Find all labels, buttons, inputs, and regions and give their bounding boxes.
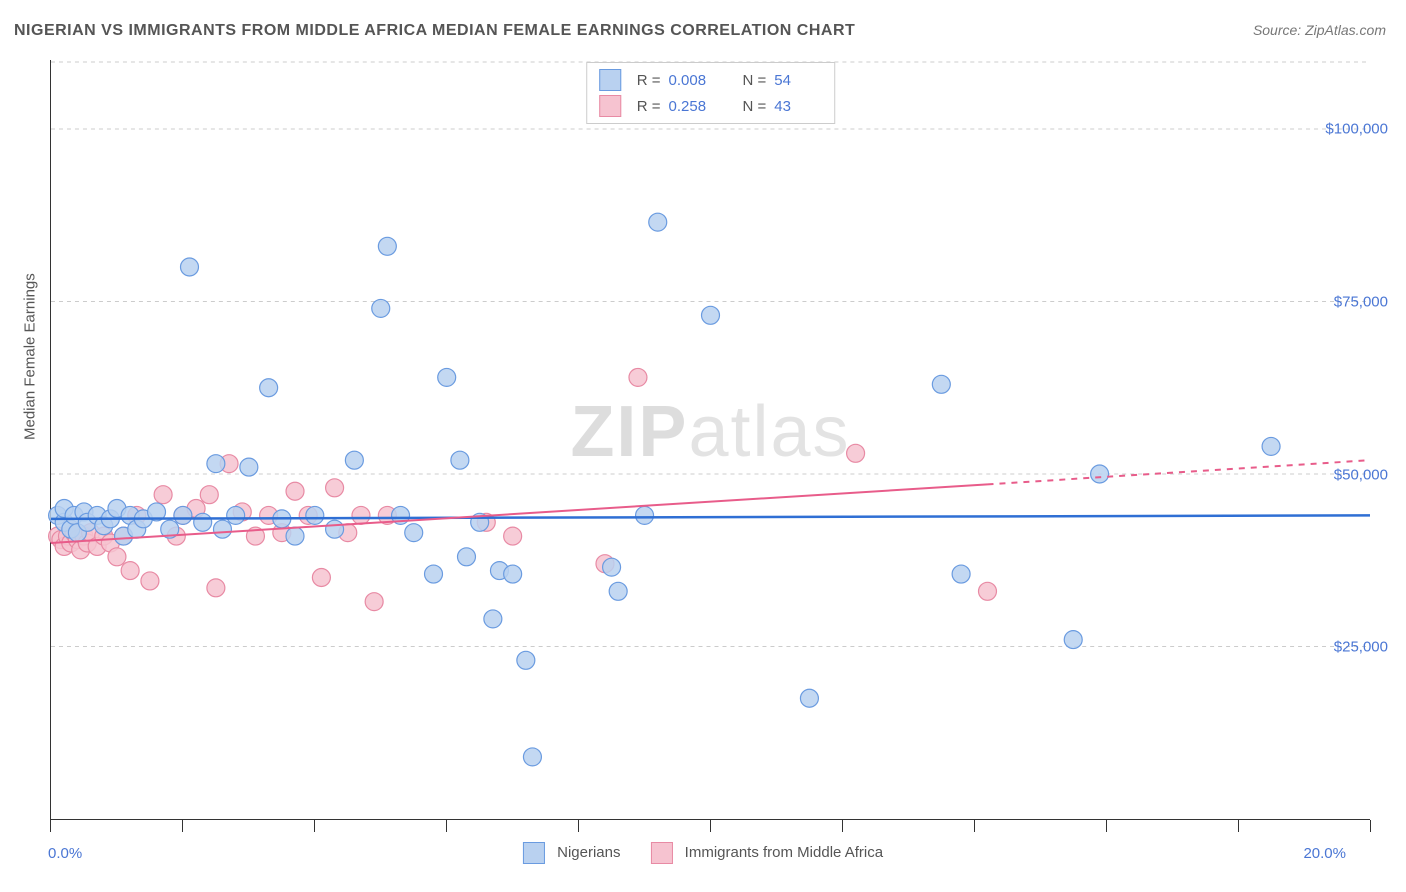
- x-tick: [1238, 820, 1239, 832]
- swatch-b: [599, 95, 621, 117]
- r-value-a: 0.008: [669, 72, 717, 89]
- legend-item: Nigerians: [523, 842, 621, 864]
- legend-label-a: Nigerians: [557, 844, 620, 861]
- r-value-b: 0.258: [669, 98, 717, 115]
- gridlines: [51, 62, 1370, 647]
- swatch-a: [599, 69, 621, 91]
- x-tick: [1370, 820, 1371, 832]
- x-tick: [974, 820, 975, 832]
- chart-svg: [51, 60, 1370, 819]
- x-tick: [710, 820, 711, 832]
- stats-legend: R = 0.008 N = 54 R = 0.258 N = 43: [586, 62, 836, 124]
- x-tick: [446, 820, 447, 832]
- x-tick: [182, 820, 183, 832]
- x-tick: [842, 820, 843, 832]
- legend-item: Immigrants from Middle Africa: [650, 842, 883, 864]
- y-tick-label: $50,000: [1334, 466, 1388, 483]
- r-label: R =: [637, 98, 661, 115]
- swatch-b: [650, 842, 672, 864]
- swatch-a: [523, 842, 545, 864]
- n-value-a: 54: [774, 72, 822, 89]
- x-axis-max-label: 20.0%: [1303, 845, 1346, 862]
- x-tick: [578, 820, 579, 832]
- source-label: Source: ZipAtlas.com: [1253, 22, 1386, 38]
- legend-label-b: Immigrants from Middle Africa: [685, 844, 883, 861]
- x-tick: [314, 820, 315, 832]
- plot-area: ZIPatlas R = 0.008 N = 54 R = 0.258 N = …: [50, 60, 1370, 820]
- series-legend: Nigerians Immigrants from Middle Africa: [523, 842, 883, 864]
- x-tick: [1106, 820, 1107, 832]
- y-tick-label: $25,000: [1334, 639, 1388, 656]
- chart-title: NIGERIAN VS IMMIGRANTS FROM MIDDLE AFRIC…: [14, 22, 855, 40]
- n-label: N =: [743, 72, 767, 89]
- stats-legend-row: R = 0.258 N = 43: [599, 93, 823, 119]
- series-b-points: [49, 368, 997, 610]
- stats-legend-row: R = 0.008 N = 54: [599, 67, 823, 93]
- x-axis-min-label: 0.0%: [48, 845, 82, 862]
- x-tick: [50, 820, 51, 832]
- r-label: R =: [637, 72, 661, 89]
- y-tick-label: $75,000: [1334, 293, 1388, 310]
- series-a-points: [49, 213, 1280, 766]
- n-value-b: 43: [774, 98, 822, 115]
- y-axis-label: Median Female Earnings: [22, 273, 39, 440]
- n-label: N =: [743, 98, 767, 115]
- y-tick-label: $100,000: [1325, 121, 1388, 138]
